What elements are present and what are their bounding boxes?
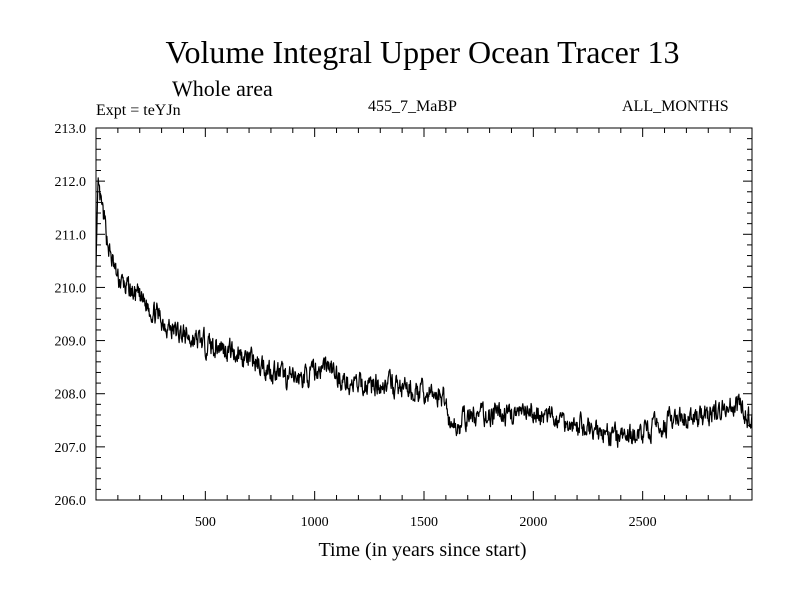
chart-title: Volume Integral Upper Ocean Tracer 13 xyxy=(165,34,680,70)
y-tick-label: 206.0 xyxy=(55,494,87,509)
y-tick-label: 213.0 xyxy=(55,122,87,137)
y-tick-label: 207.0 xyxy=(55,441,87,456)
x-axis-label: Time (in years since start) xyxy=(318,539,527,561)
experiment-label: Expt = teYJn xyxy=(96,102,181,119)
y-tick-label: 210.0 xyxy=(55,281,87,296)
x-tick-label: 1000 xyxy=(301,515,329,530)
y-tick-label: 212.0 xyxy=(55,175,87,190)
y-tick-label: 211.0 xyxy=(55,228,86,243)
x-tick-label: 500 xyxy=(195,515,216,530)
x-tick-label: 2000 xyxy=(519,515,547,530)
plot-frame xyxy=(95,127,753,501)
period-label: ALL_MONTHS xyxy=(622,98,729,115)
y-tick-label: 209.0 xyxy=(55,335,87,350)
series-line-tracer-13 xyxy=(95,177,753,448)
chart-subtitle: Whole area xyxy=(172,76,273,101)
x-tick-label: 2500 xyxy=(629,515,657,530)
y-tick-label: 208.0 xyxy=(55,388,87,403)
run-label: 455_7_MaBP xyxy=(368,98,457,115)
x-tick-label: 1500 xyxy=(410,515,438,530)
